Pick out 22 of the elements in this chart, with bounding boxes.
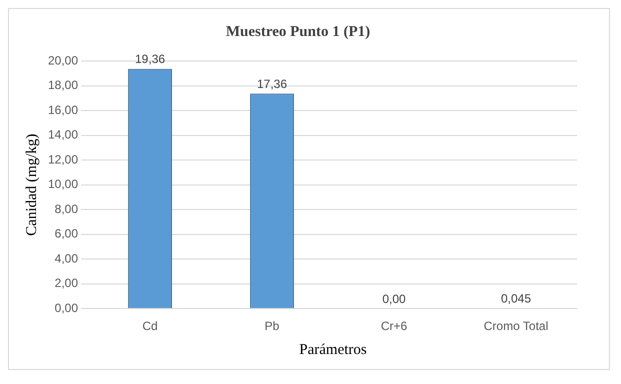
y-tick-label: 16,00: [48, 102, 78, 117]
y-tick-label: 20,00: [48, 53, 78, 68]
y-tick-label: 10,00: [48, 177, 78, 192]
y-tick-label: 6,00: [54, 226, 78, 241]
y-tick-label: 18,00: [48, 78, 78, 92]
y-axis-title: Canidad (mg/kg): [24, 134, 40, 236]
data-label: 0,00: [382, 292, 406, 306]
data-label: 19,36: [135, 52, 166, 66]
x-tick-label: Cr+6: [380, 319, 408, 334]
x-axis-title: Parámetros: [299, 342, 367, 358]
chart-title: Muestreo Punto 1 (P1): [226, 24, 370, 40]
x-tick-label: Cromo Total: [484, 319, 548, 334]
y-tick-label: 4,00: [54, 251, 78, 266]
x-tick-label: Cd: [142, 319, 158, 334]
data-label: 0,045: [500, 291, 532, 306]
data-label: 17,36: [257, 76, 288, 91]
y-tick-label: 12,00: [48, 152, 78, 166]
y-tick-label: 0,00: [54, 300, 78, 315]
y-tick-label: 14,00: [48, 128, 78, 142]
y-tick-label: 2,00: [54, 276, 78, 290]
y-tick-label: 8,00: [54, 202, 78, 216]
x-tick-label: Pb: [264, 319, 280, 334]
